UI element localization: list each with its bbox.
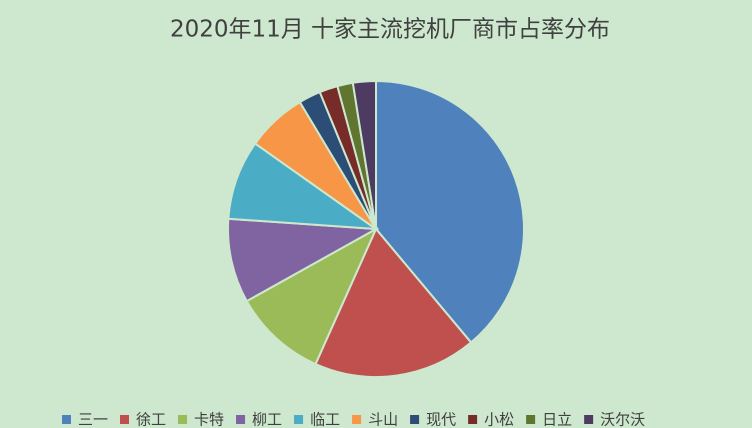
legend-label: 小松 xyxy=(484,411,514,428)
legend-label: 现代 xyxy=(426,411,456,428)
chart-title: 2020年11月 十家主流挖机厂商市占率分布 xyxy=(170,17,610,43)
legend-swatch xyxy=(526,415,536,424)
legend-label: 柳工 xyxy=(252,411,282,428)
legend-swatch xyxy=(178,415,188,424)
legend-swatch xyxy=(62,415,71,424)
legend-label: 日立 xyxy=(542,411,572,428)
pie-slice xyxy=(314,227,473,378)
legend-swatch xyxy=(468,415,478,424)
legend-label: 三一 xyxy=(78,411,108,428)
legend-swatch xyxy=(584,415,594,424)
pie-slice xyxy=(351,79,377,230)
legend-swatch xyxy=(236,415,246,424)
pie-slice xyxy=(227,217,380,303)
legend-swatch xyxy=(294,415,304,424)
pie-slice xyxy=(245,226,379,366)
legend-label: 斗山 xyxy=(368,411,398,428)
legend-label: 徐工 xyxy=(136,411,166,428)
legend-swatch xyxy=(410,415,420,424)
legend-swatch xyxy=(352,415,362,424)
legend-label: 沃尔沃 xyxy=(600,411,645,428)
legend-label: 卡特 xyxy=(194,411,224,428)
legend-label: 临工 xyxy=(310,411,340,428)
legend-swatch xyxy=(120,415,130,424)
pie-slice xyxy=(375,79,525,344)
